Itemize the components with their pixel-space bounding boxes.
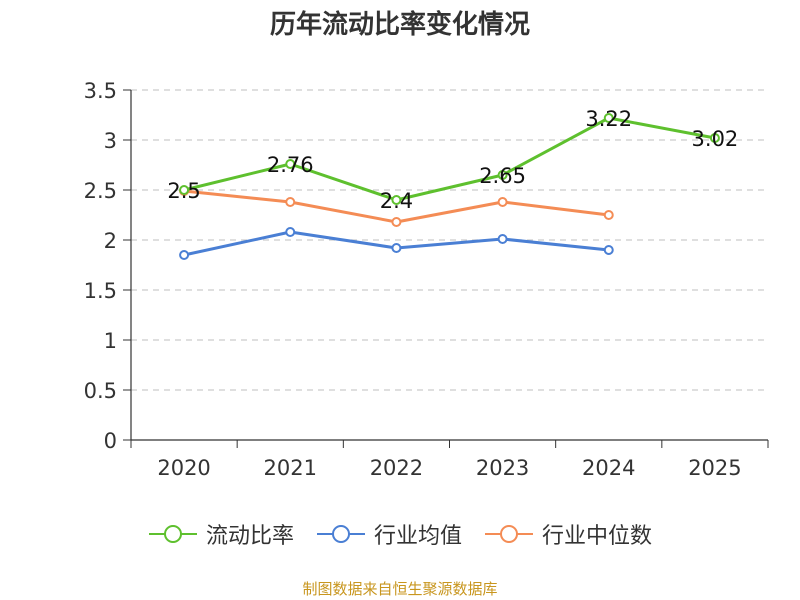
data-point-2 — [603, 210, 614, 220]
legend-item-industry-mean[interactable]: 行业均值 — [316, 518, 462, 550]
data-point-2 — [391, 217, 402, 227]
x-tick-label: 2024 — [582, 456, 635, 480]
data-point-1 — [391, 243, 402, 253]
data-point-0 — [285, 159, 296, 169]
data-point-2 — [285, 197, 296, 207]
data-point-0 — [179, 185, 190, 195]
legend-marker-industry-mean — [316, 525, 365, 543]
legend-item-industry-median[interactable]: 行业中位数 — [484, 518, 652, 550]
data-point-0 — [603, 113, 614, 123]
data-label: 2.5 — [167, 179, 200, 203]
legend-label: 行业均值 — [373, 524, 462, 549]
x-tick-label: 2022 — [370, 456, 423, 480]
y-tick-label: 1 — [104, 329, 117, 353]
y-tick-label: 3.5 — [84, 79, 117, 103]
series-line-0 — [183, 116, 716, 202]
y-tick-label: 2.5 — [84, 179, 117, 203]
legend-marker-industry-median — [485, 525, 533, 543]
data-point-0 — [709, 133, 720, 143]
x-tick-label: 2025 — [688, 456, 741, 480]
data-label: 2.65 — [479, 164, 526, 188]
x-tick-label: 2020 — [157, 456, 210, 480]
y-tick-label: 0 — [104, 429, 117, 453]
data-label: 2.76 — [267, 153, 314, 177]
legend-label: 行业中位数 — [542, 524, 653, 549]
data-label: 3.02 — [692, 127, 739, 151]
data-label: 3.22 — [585, 107, 632, 131]
data-point-0 — [391, 195, 402, 205]
y-tick-label: 1.5 — [84, 279, 117, 303]
y-tick-label: 3 — [104, 129, 117, 153]
data-point-1 — [285, 227, 296, 237]
x-tick-label: 2023 — [476, 456, 529, 480]
data-point-1 — [603, 245, 614, 255]
legend-marker-current-ratio — [148, 525, 197, 543]
y-tick-label: 0.5 — [84, 379, 117, 403]
x-tick-label: 2021 — [264, 456, 317, 480]
data-point-1 — [497, 234, 508, 244]
chart-title: 历年流动比率变化情况 — [269, 10, 530, 40]
data-label: 2.4 — [380, 189, 413, 213]
data-point-1 — [179, 250, 190, 260]
legend-item-current-ratio[interactable]: 流动比率 — [148, 518, 294, 550]
legend-label: 流动比率 — [205, 524, 294, 549]
data-point-0 — [497, 170, 508, 180]
y-tick-label: 2 — [104, 229, 117, 253]
legend: 流动比率 行业均值 行业中位数 — [0, 518, 800, 550]
source-note: 制图数据来自恒生聚源数据库 — [302, 580, 498, 598]
data-point-2 — [497, 197, 508, 207]
